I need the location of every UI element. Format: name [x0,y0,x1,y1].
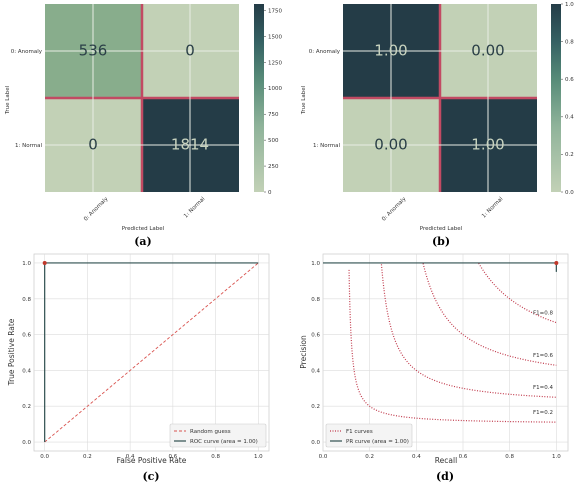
cm-a-colorbar-tick-label: 1500 [268,34,282,40]
cm-b-colorbar [551,4,561,192]
cm-a-colorbar-tick-label: 1250 [268,60,282,66]
pr-ytick: 0.6 [311,333,320,339]
roc-ytick: 0.8 [22,297,31,303]
roc-xtick: 1.0 [254,454,263,460]
roc-legend: Random guess ROC curve (area = 1.00) [169,423,267,448]
cm-a-colorbar-tick-label: 750 [268,112,279,118]
cm-b-xlabel: Predicted Label [420,226,463,232]
f1-curve-0.2 [348,269,557,423]
roc-xtick: 0.4 [126,454,135,460]
pr-legend-f1: F1 curves [346,429,373,435]
pr-optimal-point [554,260,559,265]
cm-b-ylabel: True Label [301,85,307,115]
cm-a-colorbar-tick-label: 0 [268,190,272,196]
pr-xlabel: Recall [435,456,457,465]
cm-a-ytick: 0: Anomaly [11,49,43,55]
roc-xlabel: False Positive Rate [117,456,187,465]
cm-b-value: 1.00 [471,136,504,154]
cm-b-ytick: 0: Anomaly [309,49,341,55]
pr-ylabel: Precision [299,335,308,369]
roc-legend-roc: ROC curve (area = 1.00) [190,439,258,445]
cm-b-colorbar-tick-label: 0.4 [565,115,574,121]
cm-a-xlabel: Predicted Label [122,226,165,232]
roc-ytick: 0.2 [22,404,31,410]
cm-b-colorbar-tick-label: 0.2 [565,152,574,158]
cm-b-colorbar-ticks: 0.0 0.2 0.4 0.6 0.8 1.0 [561,2,574,196]
cm-a-ytick: 1: Normal [15,143,42,149]
f1-curves [348,262,557,423]
roc-legend-box [169,423,267,448]
panel-d: 0.0 0.2 0.4 0.6 0.8 1.0 0.0 0.2 0.4 0.6 0.8 1.0 F1=… [299,253,569,483]
pr-xtick: 0.4 [412,454,421,460]
cm-a-xtick: 0: Anomaly [83,196,110,223]
pr-xtick: 0.6 [459,454,468,460]
roc-ticks: 0.0 0.2 0.4 0.6 0.8 1.0 0.0 0.2 0.4 0.6 0.8 1.0 [22,261,263,460]
roc-ytick: 0.0 [22,440,31,446]
pr-ytick: 0.2 [311,404,320,410]
f1-label-0.2: F1=0.2 [533,410,553,416]
panel-label-a: (a) [134,235,152,248]
cm-b-xtick: 1: Normal [481,196,505,220]
cm-a-value: 0 [88,136,98,154]
cm-a-colorbar-tick-label: 1000 [268,86,282,92]
roc-xtick: 0.2 [83,454,92,460]
roc-ytick: 1.0 [22,261,31,267]
pr-legend: F1 curves PR curve (area = 1.00) [325,423,413,448]
cm-a-colorbar-ticks: 0 250 500 750 1000 1250 1500 1750 [264,8,282,196]
pr-legend-pr: PR curve (area = 1.00) [346,439,409,445]
cm-b-xtick: 0: Anomaly [381,196,408,223]
cm-a-colorbar [254,4,264,192]
f1-label-0.8: F1=0.8 [533,311,554,317]
pr-ticks: 0.0 0.2 0.4 0.6 0.8 1.0 0.0 0.2 0.4 0.6 0.8 1.0 [311,261,561,460]
f1-curve-0.4 [380,264,557,398]
cm-b-colorbar-tick-label: 0.6 [565,77,574,83]
pr-legend-box [325,423,413,448]
panel-a: 536 0 0 1814 0: Anomaly 1: Normal True L… [5,4,282,248]
cm-a-value: 1814 [171,136,209,154]
pr-ytick: 0.0 [311,440,320,446]
roc-optimal-point [42,260,47,265]
cm-a-value: 536 [79,42,108,60]
roc-ytick: 0.6 [22,333,31,339]
pr-xtick: 0.0 [319,454,328,460]
f1-curve-0.8 [478,262,557,324]
f1-curve-0.6 [422,263,557,366]
roc-ytick: 0.4 [22,368,31,374]
panel-label-c: (c) [142,470,159,483]
cm-b-value: 1.00 [374,42,407,60]
cm-b-colorbar-tick-label: 0.8 [565,39,574,45]
pr-ytick: 0.8 [311,297,320,303]
roc-legend-random: Random guess [190,429,231,435]
roc-xtick: 0.0 [40,454,49,460]
panel-label-d: (d) [436,470,454,483]
roc-xtick: 0.8 [211,454,220,460]
random-guess-line [44,262,259,443]
panel-c: 0.0 0.2 0.4 0.6 0.8 1.0 0.0 0.2 0.4 0.6 0.8 1.0 Fal… [7,253,270,483]
pr-xtick: 1.0 [552,454,561,460]
cm-b-value: 0.00 [374,136,407,154]
pr-ytick: 1.0 [311,261,320,267]
cm-b-value: 0.00 [471,42,504,60]
f1-label-0.4: F1=0.4 [533,385,554,391]
cm-a-xtick: 1: Normal [183,196,207,220]
cm-a-colorbar-tick-label: 250 [268,164,279,170]
cm-b-ytick: 1: Normal [313,143,340,149]
cm-b-colorbar-tick-label: 0.0 [565,190,574,196]
f1-label-0.6: F1=0.6 [533,353,554,359]
cm-b-colorbar-tick-label: 1.0 [565,2,574,8]
panel-label-b: (b) [432,235,450,248]
pr-ytick: 0.4 [311,368,320,374]
cm-a-value: 0 [185,42,195,60]
pr-xtick: 0.2 [365,454,374,460]
cm-a-colorbar-tick-label: 500 [268,138,279,144]
pr-plot-area [322,253,569,452]
cm-a-ylabel: True Label [5,85,11,115]
cm-a-colorbar-tick-label: 1750 [268,8,282,14]
roc-xtick: 0.6 [168,454,177,460]
panel-b: 1.00 0.00 0.00 1.00 0: Anomaly 1: Normal… [301,2,574,248]
pr-xtick: 0.8 [505,454,514,460]
roc-ylabel: True Positive Rate [7,318,16,386]
